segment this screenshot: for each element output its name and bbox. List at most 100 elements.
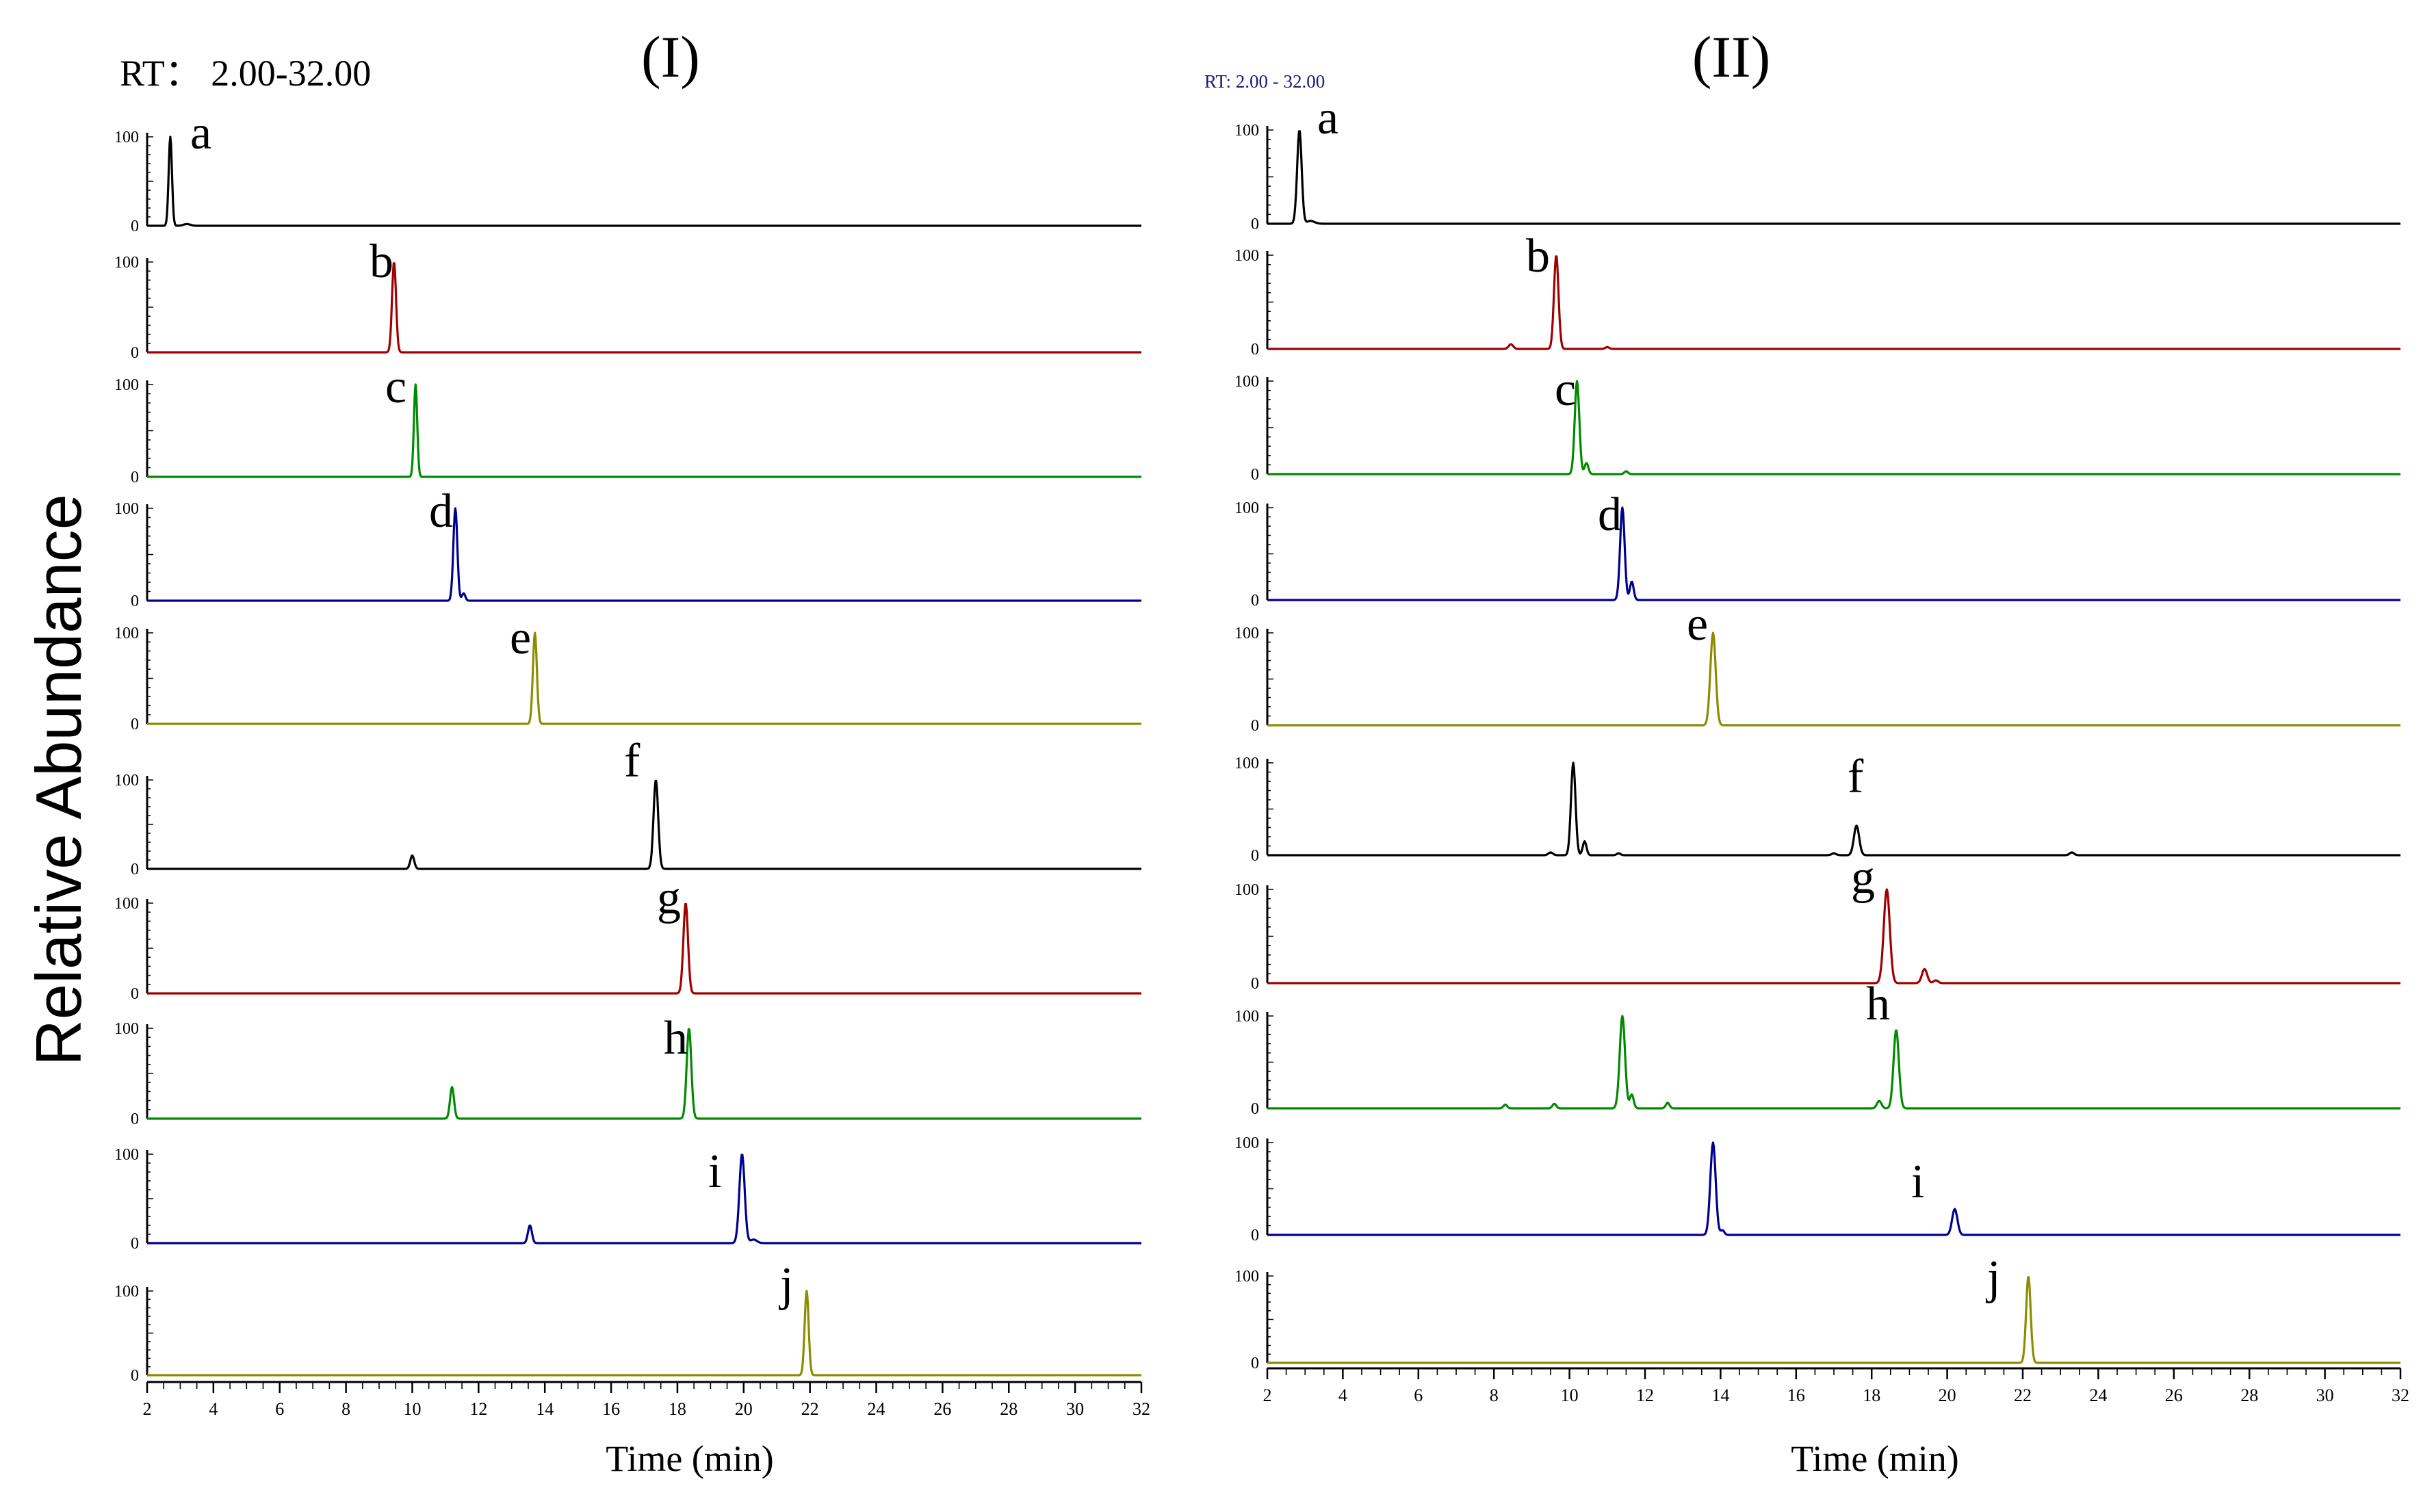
panel-i-x-tick-label: 24 <box>868 1399 885 1419</box>
panel-i-title: (I) <box>641 24 700 90</box>
panel-i-trace-j: 0 100 j <box>114 1258 1142 1385</box>
panel-ii-peak-label-j: j <box>1985 1251 2000 1304</box>
panel-ii-trace-h-line <box>1267 1015 2401 1110</box>
panel-i-x-tick-label: 22 <box>801 1399 819 1419</box>
panel-i-trace-g-y-tick-label: 0 <box>131 985 139 1003</box>
panel-i-trace-j-y-tick-label: 0 <box>131 1367 139 1385</box>
panel-ii-peak-label-b: b <box>1526 230 1550 283</box>
panel-ii-trace-c-y-tick-label: 0 <box>1251 466 1259 484</box>
panel-ii-x-tick-label: 24 <box>2089 1385 2107 1405</box>
panel-i-trace-h: 0 100 h <box>114 1012 1142 1128</box>
panel-i-x-tick-label: 16 <box>602 1399 620 1419</box>
panel-i-x-tick-label: 30 <box>1066 1399 1084 1419</box>
panel-ii-trace-c-line <box>1267 380 2401 475</box>
panel-i-x-tick-label: 8 <box>341 1399 350 1419</box>
panel-ii-trace-e-y-tick-label: 0 <box>1251 717 1259 735</box>
panel-ii-trace-a: 0 100 a <box>1234 92 2401 233</box>
panel-i-trace-c: 0 100 c <box>114 361 1142 486</box>
panel-ii-trace-g: 0 100 g <box>1234 851 2401 993</box>
panel-ii-trace-j-y-tick-label: 0 <box>1251 1355 1259 1372</box>
panel-i-x-axis-label: Time (min) <box>606 1438 774 1479</box>
panel-ii-x-tick-label: 20 <box>1939 1385 1956 1405</box>
panel-i-trace-b-y-tick-label: 100 <box>114 254 139 272</box>
panel-ii-trace-i-y-tick-label: 100 <box>1234 1134 1259 1152</box>
panel-ii-x-tick-label: 28 <box>2240 1385 2258 1405</box>
panel-i-trace-d-y-tick-label: 0 <box>131 592 139 610</box>
panel-ii-x-tick-label: 32 <box>2392 1385 2409 1405</box>
panel-i-peak-label-h: h <box>664 1012 688 1065</box>
panel-ii-trace-b-y-tick-label: 0 <box>1251 341 1259 359</box>
panel-ii-x-tick-label: 2 <box>1263 1385 1272 1405</box>
panel-ii-trace-a-y-tick-label: 0 <box>1251 216 1259 233</box>
panel-i-peak-label-f: f <box>624 735 640 787</box>
panel-ii-trace-d-y-tick-label: 0 <box>1251 592 1259 610</box>
panel-i-trace-h-y-tick-label: 0 <box>131 1110 139 1128</box>
panel-i-rt-label: RT： 2.00-32.00 <box>120 53 371 94</box>
panel-i-trace-f-y-tick-label: 0 <box>131 861 139 878</box>
panel-i-trace-f-y-tick-label: 100 <box>114 772 139 790</box>
panel-i-x-tick-label: 28 <box>1000 1399 1018 1419</box>
panel-i-trace-b: 0 100 b <box>114 235 1142 362</box>
panel-ii-peak-label-c: c <box>1555 363 1576 416</box>
panel-ii-trace-e: 0 100 e <box>1234 598 2401 735</box>
panel-ii-trace-d: 0 100 d <box>1234 488 2401 610</box>
panel-ii-trace-a-y-tick-label: 100 <box>1234 122 1259 140</box>
panel-i-x-tick-label: 32 <box>1132 1399 1150 1419</box>
panel-i-trace-i-y-tick-label: 0 <box>131 1235 139 1253</box>
panel-i-trace-h-line <box>146 1028 1142 1120</box>
panel-i-x-tick-label: 4 <box>209 1399 218 1419</box>
panel-ii-x-tick-label: 22 <box>2014 1385 2032 1405</box>
panel-ii-trace-a-line <box>1267 130 2401 225</box>
panel-i-trace-i-line <box>146 1153 1142 1244</box>
panel-ii-trace-b-line <box>1267 255 2401 350</box>
panel-i-x-tick-label: 14 <box>536 1399 554 1419</box>
panel-ii-x-axis-label: Time (min) <box>1791 1438 1959 1479</box>
panel-ii-trace-b: 0 100 b <box>1234 230 2401 359</box>
panel-ii-trace-h-y-tick-label: 0 <box>1251 1100 1259 1118</box>
panel-ii-trace-i-y-tick-label: 0 <box>1251 1227 1259 1244</box>
panel-i-trace-e-y-tick-label: 100 <box>114 625 139 642</box>
panel-i-peak-label-b: b <box>370 235 393 288</box>
panel-ii-x-tick-label: 30 <box>2316 1385 2334 1405</box>
panel-i-trace-i: 0 100 i <box>114 1145 1142 1253</box>
panel-i-trace-d-y-tick-label: 100 <box>114 500 139 518</box>
panel-i-peak-label-j: j <box>778 1258 793 1311</box>
panel-ii-x-tick-label: 12 <box>1636 1385 1654 1405</box>
panel-i-x-tick-label: 18 <box>669 1399 686 1419</box>
panel-ii-x-tick-label: 4 <box>1338 1385 1347 1405</box>
panel-ii-x-tick-label: 10 <box>1561 1385 1579 1405</box>
panel-i-trace-g-y-tick-label: 100 <box>114 895 139 913</box>
panel-ii-trace-f-y-tick-label: 0 <box>1251 847 1259 865</box>
panel-ii-trace-d-y-tick-label: 100 <box>1234 499 1259 517</box>
panel-ii-x-tick-label: 6 <box>1414 1385 1423 1405</box>
panel-i-peak-label-d: d <box>429 485 453 538</box>
panel-ii-trace-e-line <box>1267 631 2401 727</box>
panel-i-trace-e-y-tick-label: 0 <box>131 716 139 733</box>
panel-ii-peak-label-e: e <box>1687 598 1708 651</box>
panel-i-trace-j-line <box>146 1290 1142 1377</box>
panel-ii-trace-c-y-tick-label: 100 <box>1234 373 1259 391</box>
panel-ii-trace-h: 0 100 h <box>1234 978 2401 1118</box>
panel-ii-trace-d-line <box>1267 506 2401 601</box>
panel-i-x-tick-label: 10 <box>403 1399 421 1419</box>
panel-ii-rt-label: RT: 2.00 - 32.00 <box>1204 71 1325 92</box>
panel-ii-peak-label-f: f <box>1848 751 1864 803</box>
y-axis-label: Relative Abundance <box>23 494 94 1066</box>
panel-ii-peak-label-a: a <box>1317 92 1338 144</box>
panel-ii-peak-label-h: h <box>1866 978 1890 1030</box>
panel-i-trace-f-line <box>146 779 1142 870</box>
panel-ii-trace-j: 0 100 j <box>1234 1251 2401 1372</box>
panel-i-trace-d: 0 100 d <box>114 485 1142 610</box>
panel-ii-trace-i-line <box>1267 1141 2401 1236</box>
panel-i-x-tick-label: 2 <box>143 1399 152 1419</box>
panel-i-x-tick-label: 12 <box>469 1399 487 1419</box>
panel-i-trace-i-y-tick-label: 100 <box>114 1146 139 1164</box>
panel-i-x-tick-label: 20 <box>735 1399 753 1419</box>
panel-i-trace-a-y-tick-label: 100 <box>114 129 139 146</box>
panel-i-trace-f: 0 100 f <box>114 735 1142 878</box>
panel-i-trace-d-line <box>146 507 1142 602</box>
panel-i-trace-b-y-tick-label: 0 <box>131 344 139 362</box>
